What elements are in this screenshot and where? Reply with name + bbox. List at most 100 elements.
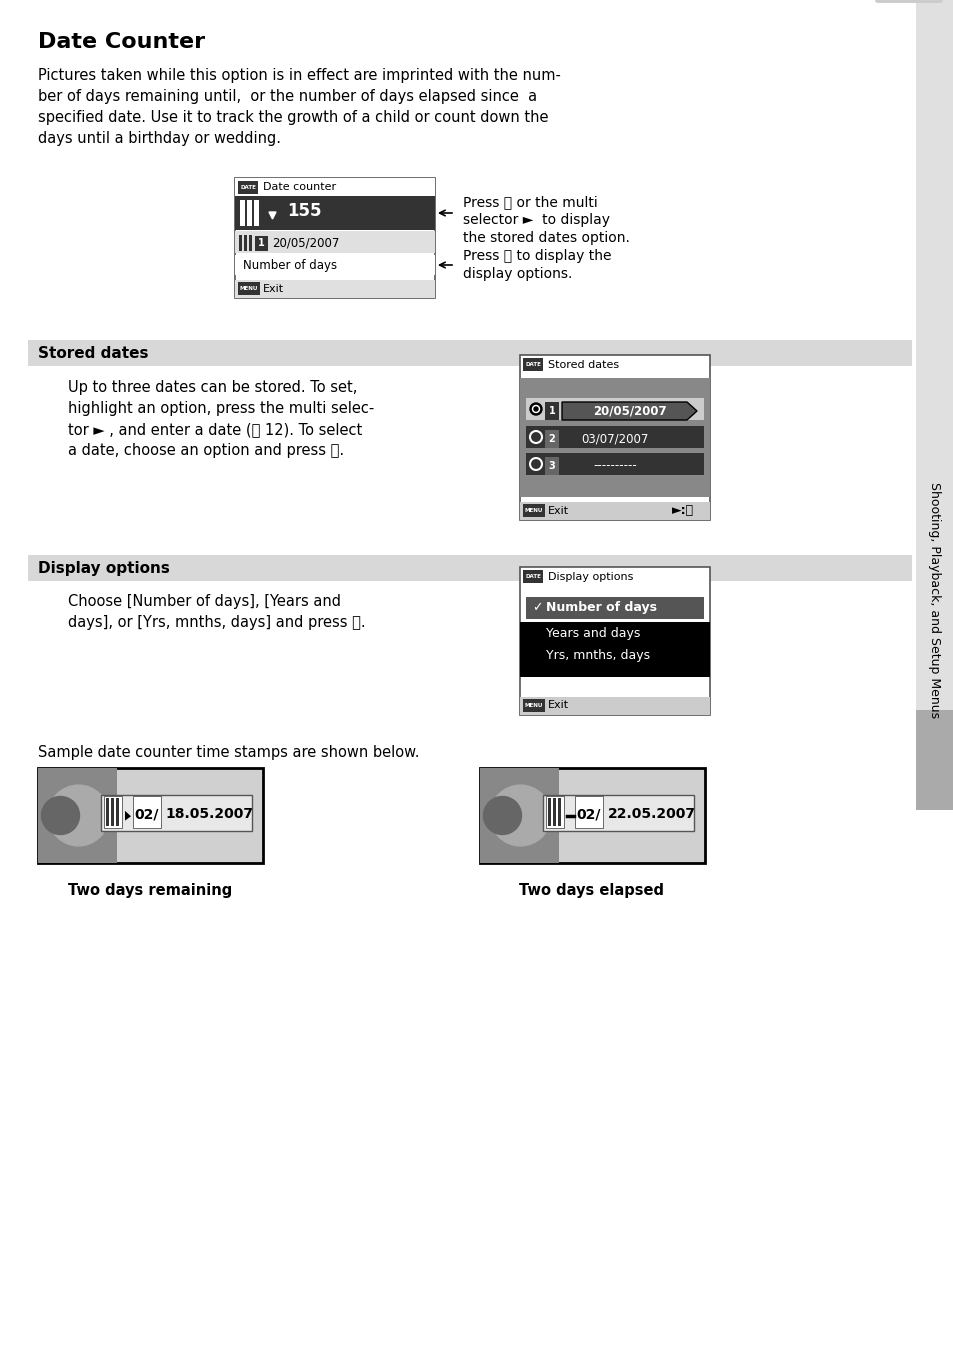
Bar [519, 621, 709, 677]
Text: ber of days remaining until,  or the number of days elapsed since  a: ber of days remaining until, or the numb… [38, 89, 537, 104]
Bar [525, 398, 703, 420]
Bar [132, 796, 161, 827]
Text: tor ► , and enter a date (Ⓐ 12). To select: tor ► , and enter a date (Ⓐ 12). To sele… [68, 422, 362, 437]
Bar [519, 502, 709, 521]
Text: a date, choose an option and press Ⓐ.: a date, choose an option and press Ⓐ. [68, 443, 344, 459]
Bar [111, 798, 113, 826]
Text: Pictures taken while this option is in effect are imprinted with the num-: Pictures taken while this option is in e… [38, 69, 560, 83]
Bar [234, 178, 435, 196]
Text: 20/05/2007: 20/05/2007 [272, 237, 339, 250]
Bar [544, 457, 558, 475]
Text: Shooting, Playback, and Setup Menus: Shooting, Playback, and Setup Menus [927, 482, 941, 718]
Circle shape [530, 404, 541, 416]
Bar [553, 798, 556, 826]
Circle shape [532, 405, 539, 413]
Bar [542, 795, 693, 831]
Bar [519, 355, 709, 521]
Bar [101, 795, 252, 831]
Circle shape [483, 796, 521, 834]
Text: Stored dates: Stored dates [38, 346, 149, 360]
Text: highlight an option, press the multi selec-: highlight an option, press the multi sel… [68, 401, 374, 416]
Text: Up to three dates can be stored. To set,: Up to three dates can be stored. To set, [68, 381, 357, 395]
Polygon shape [269, 213, 275, 219]
Bar [522, 358, 542, 371]
Text: Exit: Exit [263, 284, 284, 293]
Bar [479, 768, 558, 863]
Bar [237, 182, 257, 194]
Bar [104, 796, 122, 827]
Text: DATE: DATE [524, 362, 540, 367]
Bar [247, 200, 252, 226]
Text: 1: 1 [548, 406, 555, 416]
Text: Yrs, mnths, days: Yrs, mnths, days [545, 650, 649, 663]
Bar [522, 570, 542, 582]
Bar [38, 768, 116, 863]
Text: DATE: DATE [240, 186, 255, 190]
Text: 20/05/2007: 20/05/2007 [593, 405, 666, 417]
Text: the stored dates option.: the stored dates option. [462, 231, 629, 245]
Text: DATE: DATE [524, 574, 540, 578]
Text: 02/: 02/ [134, 807, 159, 822]
Bar [234, 256, 435, 274]
Bar [525, 426, 703, 448]
Bar [519, 568, 709, 716]
Bar [239, 235, 242, 252]
FancyArrow shape [561, 402, 697, 420]
Text: ►:Ⓐ: ►:Ⓐ [671, 504, 694, 516]
Text: Stored dates: Stored dates [547, 359, 618, 370]
Text: Two days remaining: Two days remaining [68, 884, 232, 898]
Bar [558, 798, 560, 826]
Text: MENU: MENU [524, 508, 542, 512]
Bar [519, 378, 709, 498]
Bar [544, 402, 558, 420]
Bar [249, 235, 252, 252]
Bar [28, 555, 911, 581]
Text: days until a birthday or wedding.: days until a birthday or wedding. [38, 130, 281, 147]
Bar [237, 282, 260, 295]
Bar [254, 235, 268, 252]
Text: Number of days: Number of days [243, 258, 336, 272]
Bar [106, 798, 109, 826]
Text: Choose [Number of days], [Years and: Choose [Number of days], [Years and [68, 594, 340, 609]
FancyBboxPatch shape [874, 0, 942, 3]
Text: Number of days: Number of days [545, 601, 657, 615]
Bar [116, 798, 119, 826]
Text: 03/07/2007: 03/07/2007 [580, 433, 648, 445]
Text: Press Ⓐ or the multi: Press Ⓐ or the multi [462, 195, 598, 208]
Bar [28, 340, 911, 366]
Text: MENU: MENU [524, 703, 542, 707]
Text: Two days elapsed: Two days elapsed [519, 884, 664, 898]
Text: 2: 2 [548, 434, 555, 444]
Circle shape [48, 785, 109, 846]
Text: selector ►  to display: selector ► to display [462, 213, 609, 227]
Text: 02/: 02/ [577, 807, 600, 822]
Text: ----------: ---------- [593, 460, 637, 472]
Bar [915, 0, 953, 800]
Bar [519, 697, 709, 716]
Bar [234, 231, 435, 253]
Text: 22.05.2007: 22.05.2007 [607, 807, 695, 822]
Bar [545, 796, 563, 827]
Text: Press Ⓐ to display the: Press Ⓐ to display the [462, 249, 611, 264]
Circle shape [42, 796, 79, 834]
Text: Years and days: Years and days [545, 628, 639, 640]
Polygon shape [125, 811, 131, 820]
Bar [234, 196, 435, 230]
Bar [234, 280, 435, 299]
Bar [547, 798, 551, 826]
Text: 18.05.2007: 18.05.2007 [166, 807, 253, 822]
Text: days], or [Yrs, mnths, days] and press Ⓐ.: days], or [Yrs, mnths, days] and press Ⓐ… [68, 615, 365, 629]
Text: Exit: Exit [547, 506, 569, 515]
Bar [575, 796, 602, 827]
Text: 155: 155 [287, 202, 321, 221]
Text: Display options: Display options [547, 572, 633, 581]
Text: MENU: MENU [239, 286, 258, 291]
Text: Sample date counter time stamps are shown below.: Sample date counter time stamps are show… [38, 745, 419, 760]
Text: Date counter: Date counter [263, 183, 335, 192]
Bar [479, 768, 704, 863]
Circle shape [534, 408, 537, 412]
Text: ✓: ✓ [532, 601, 542, 615]
Bar [522, 699, 544, 712]
Circle shape [490, 785, 550, 846]
Text: Exit: Exit [547, 701, 569, 710]
